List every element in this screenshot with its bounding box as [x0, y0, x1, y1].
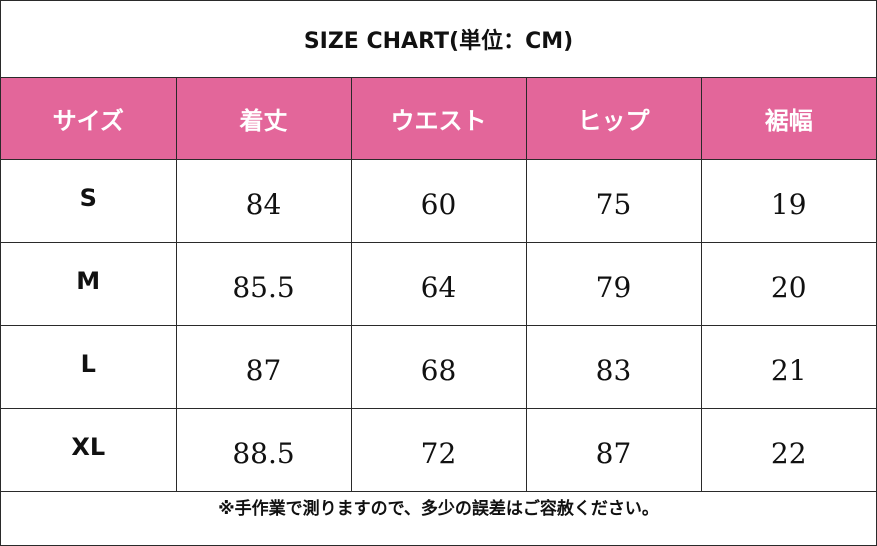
chart-title: SIZE CHART(単位：CM): [1, 1, 876, 78]
hem-cell: 19: [700, 159, 876, 243]
hip-cell: 83: [525, 325, 702, 409]
hem-cell: 22: [700, 408, 876, 492]
size-cell: XL: [1, 408, 177, 492]
size-table: サイズ 着丈 ウエスト ヒップ 裾幅 S 84 60 75 19 M 85.5 …: [1, 78, 876, 492]
waist-cell: 60: [350, 159, 527, 243]
measurement-note: ※手作業で測りますので、多少の誤差はご容赦ください。: [218, 499, 659, 519]
length-cell: 84: [175, 159, 352, 243]
hem-cell: 20: [700, 242, 876, 326]
waist-cell: 72: [350, 408, 527, 492]
table-row: L 87 68 83 21: [1, 325, 876, 409]
header-size: サイズ: [1, 78, 177, 160]
waist-cell: 68: [350, 325, 527, 409]
size-cell: L: [1, 325, 177, 409]
header-hem-width: 裾幅: [700, 78, 876, 160]
header-row: サイズ 着丈 ウエスト ヒップ 裾幅: [1, 78, 876, 160]
hem-cell: 21: [700, 325, 876, 409]
table-row: XL 88.5 72 87 22: [1, 408, 876, 492]
table-row: M 85.5 64 79 20: [1, 242, 876, 326]
header-hip: ヒップ: [525, 78, 702, 160]
length-cell: 85.5: [175, 242, 352, 326]
hip-cell: 75: [525, 159, 702, 243]
hip-cell: 87: [525, 408, 702, 492]
hip-cell: 79: [525, 242, 702, 326]
header-length: 着丈: [175, 78, 352, 160]
length-cell: 88.5: [175, 408, 352, 492]
size-cell: S: [1, 159, 177, 243]
size-cell: M: [1, 242, 177, 326]
waist-cell: 64: [350, 242, 527, 326]
header-waist: ウエスト: [350, 78, 527, 160]
table-row: S 84 60 75 19: [1, 159, 876, 243]
length-cell: 87: [175, 325, 352, 409]
